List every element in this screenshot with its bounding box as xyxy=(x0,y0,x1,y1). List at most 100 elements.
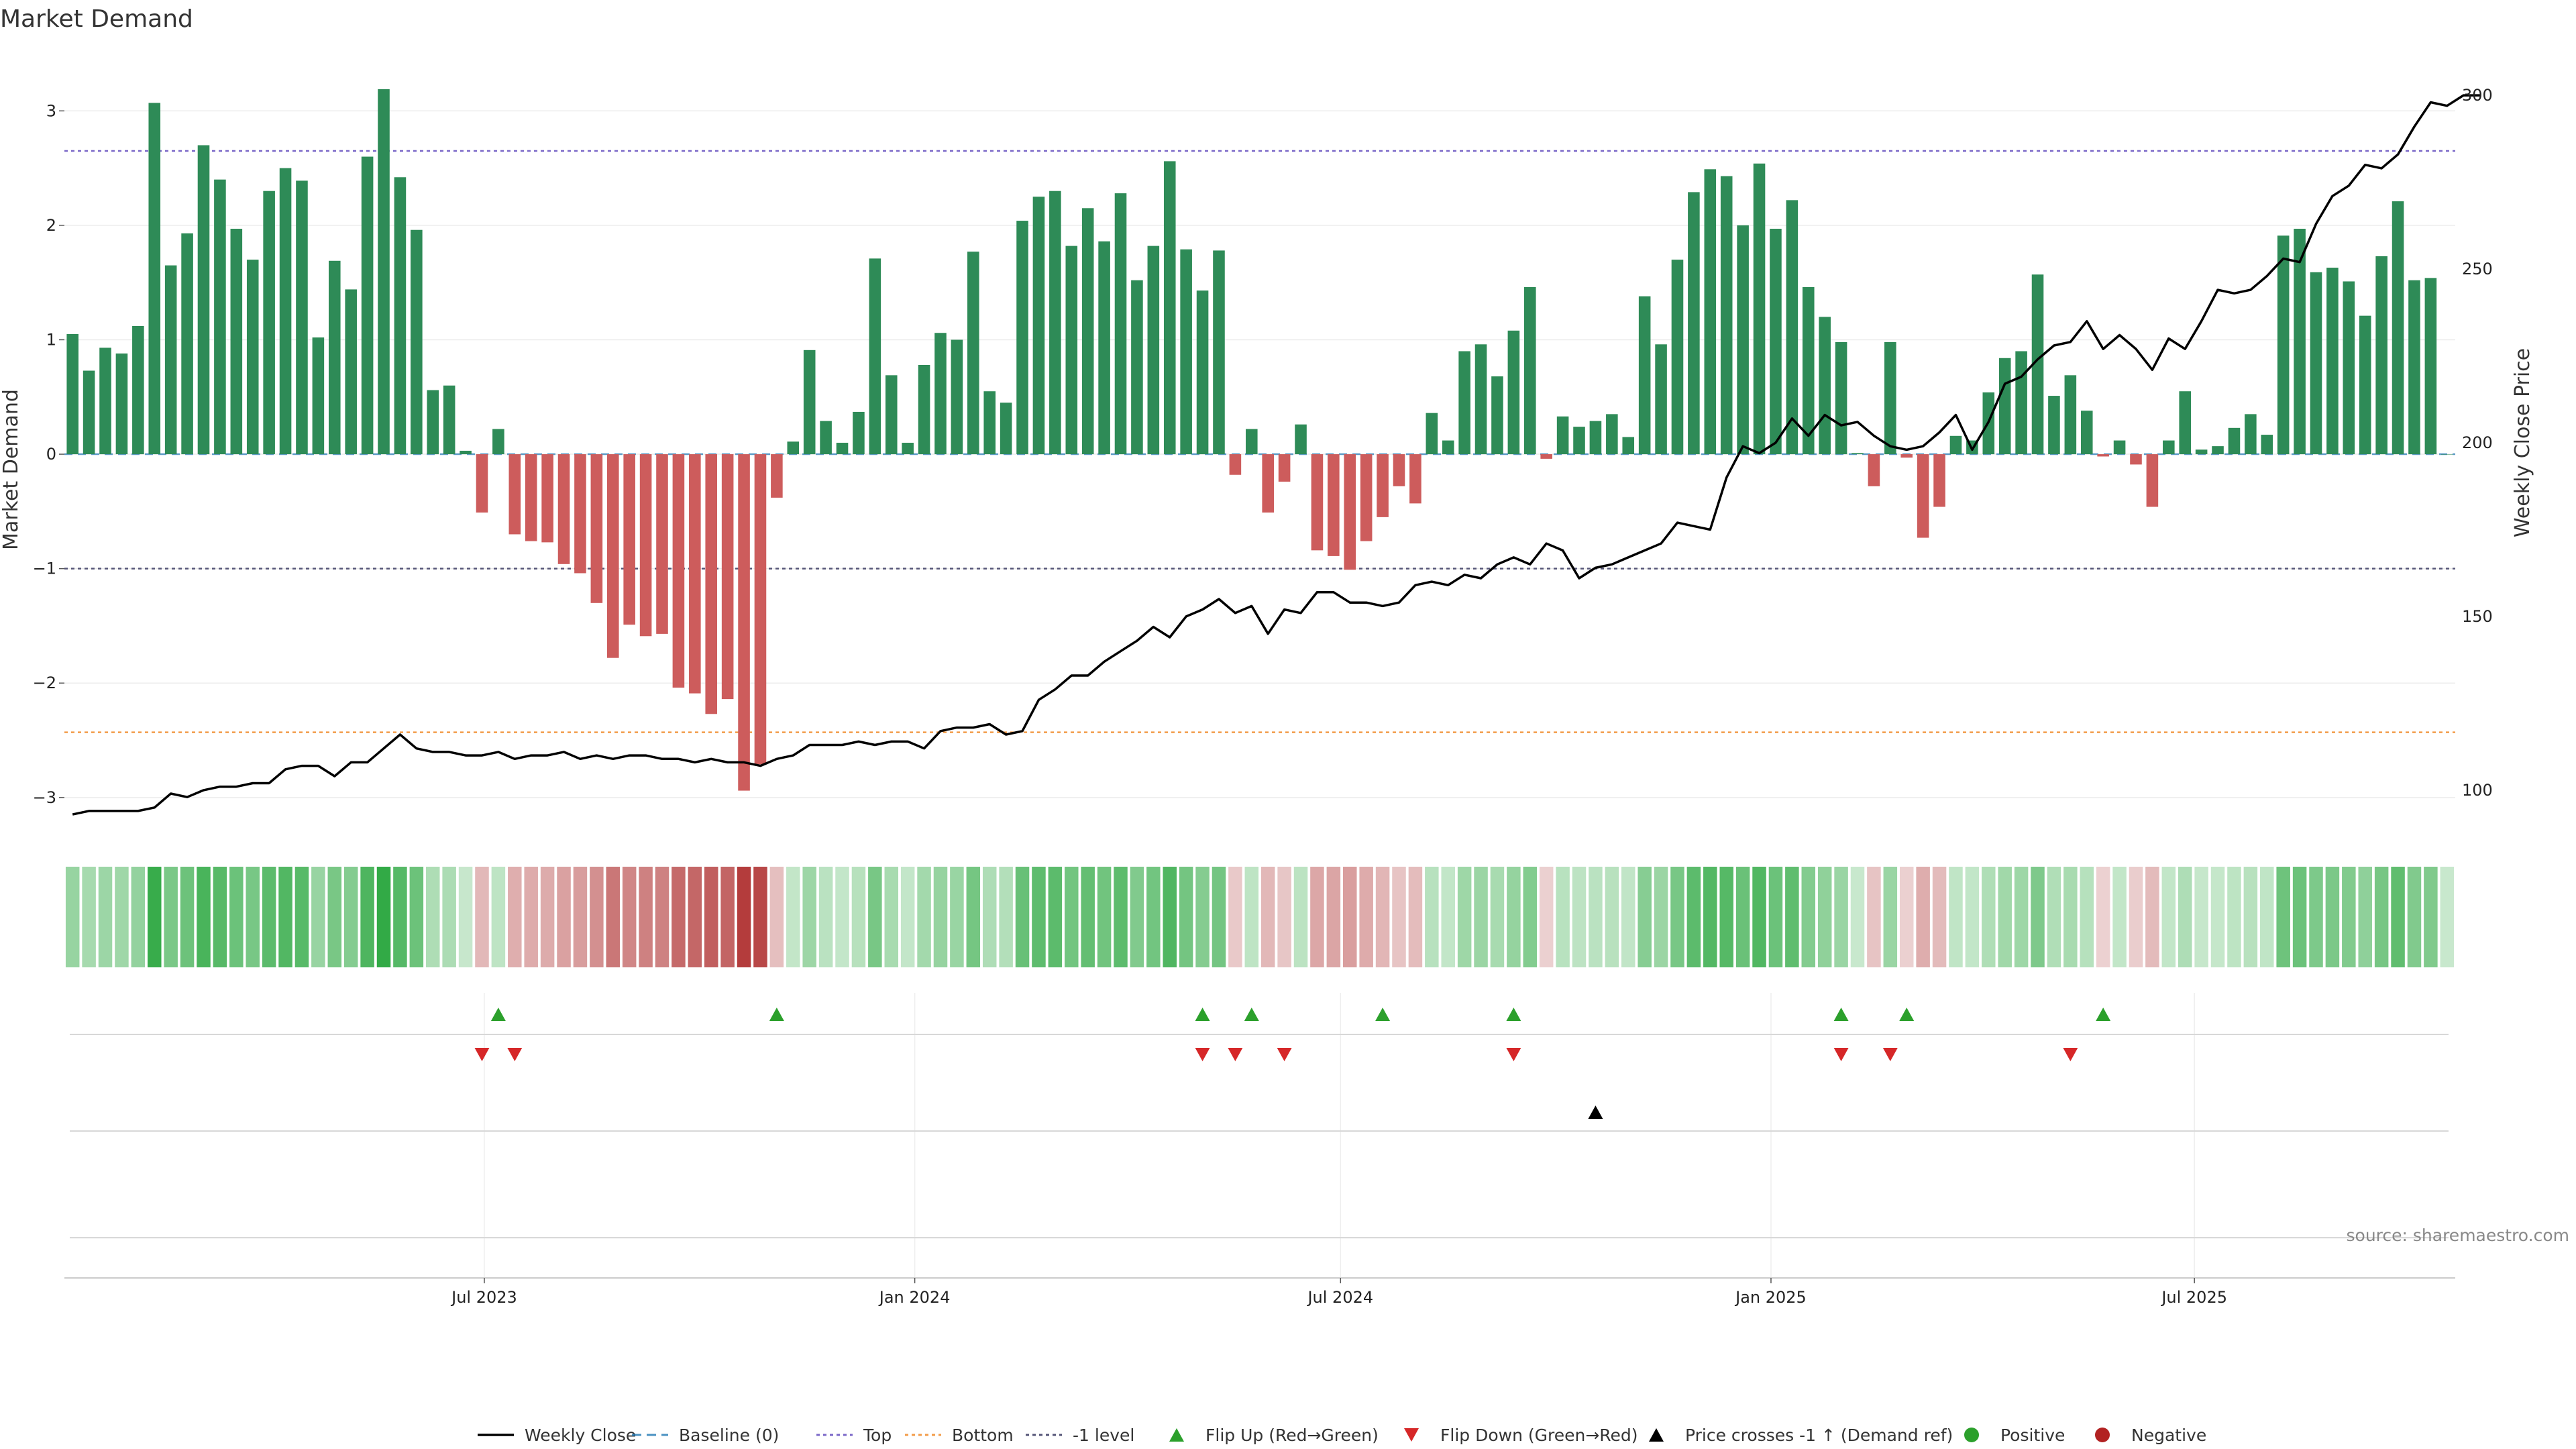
demand-bar xyxy=(606,454,619,658)
demand-bar xyxy=(1393,454,1405,486)
demand-bar xyxy=(1556,416,1569,455)
heat-cell xyxy=(1343,867,1357,967)
demand-bar xyxy=(1474,344,1487,455)
heat-cell xyxy=(1638,867,1652,967)
heat-cell xyxy=(2309,867,2323,967)
demand-bar xyxy=(378,89,390,455)
heat-cell xyxy=(1490,867,1505,967)
heat-cell xyxy=(1065,867,1079,967)
heat-cell xyxy=(720,867,735,967)
heat-cell xyxy=(1867,867,1881,967)
heat-cell xyxy=(1589,867,1603,967)
x-tick-label: Jul 2024 xyxy=(1306,1288,1373,1307)
demand-bar xyxy=(1819,317,1831,455)
demand-bar xyxy=(672,454,685,688)
demand-bar xyxy=(689,454,701,694)
demand-bar xyxy=(1638,296,1651,455)
demand-bar xyxy=(820,421,832,455)
price-cross-marker xyxy=(1588,1106,1603,1119)
demand-bar xyxy=(771,454,783,498)
heat-cell xyxy=(2391,867,2405,967)
demand-bar xyxy=(918,365,930,455)
heat-cell xyxy=(442,867,456,967)
heat-cell xyxy=(1556,867,1570,967)
demand-bar xyxy=(1900,454,1913,458)
demand-bar xyxy=(2064,375,2077,455)
heat-cell xyxy=(917,867,931,967)
demand-bar xyxy=(934,333,947,455)
demand-bar xyxy=(1507,330,1520,455)
demand-bar xyxy=(508,454,521,535)
demand-bar xyxy=(1081,208,1094,455)
demand-bar xyxy=(1606,414,1618,455)
demand-bar xyxy=(1589,421,1602,455)
heat-cell xyxy=(2407,867,2422,967)
flip-up-marker xyxy=(1195,1008,1210,1021)
demand-bar xyxy=(279,168,292,455)
heat-cell xyxy=(2063,867,2078,967)
demand-bar xyxy=(803,350,816,455)
heat-cell xyxy=(1686,867,1701,967)
heat-cell xyxy=(622,867,637,967)
legend-item: Top xyxy=(816,1426,892,1445)
heat-cell xyxy=(508,867,522,967)
legend-label: Positive xyxy=(2000,1426,2065,1445)
flip-up-marker xyxy=(1833,1008,1849,1021)
demand-bar xyxy=(1442,440,1454,455)
demand-bar xyxy=(2375,256,2387,455)
legend-label: Top xyxy=(863,1426,892,1445)
demand-bar xyxy=(2130,454,2142,465)
y-tick-label: −2 xyxy=(33,674,56,692)
demand-bar xyxy=(1229,454,1242,475)
demand-bar xyxy=(1540,454,1552,459)
heat-cell xyxy=(1801,867,1816,967)
demand-bar xyxy=(2310,272,2322,455)
legend-item: Flip Down (Green→Red) xyxy=(1404,1426,1638,1445)
legend-label: Baseline (0) xyxy=(679,1426,779,1445)
heat-cell xyxy=(2424,867,2438,967)
left-axis-ticks: −3 −2 −1 0 1 2 3 xyxy=(33,101,64,807)
legend-item: Flip Up (Red→Green) xyxy=(1169,1426,1379,1445)
heat-cell xyxy=(360,867,374,967)
demand-bar xyxy=(164,265,177,455)
heat-cell xyxy=(2210,867,2225,967)
heat-cell xyxy=(1949,867,1963,967)
demand-bar xyxy=(1246,429,1258,455)
flip-up-marker xyxy=(2096,1008,2111,1021)
demand-bar xyxy=(1704,169,1717,455)
demand-bar xyxy=(1262,454,1274,513)
heat-cell xyxy=(294,867,309,967)
demand-bar xyxy=(230,229,243,455)
demand-bar xyxy=(2048,396,2060,455)
legend-label: Price crosses -1 ↑ (Demand ref) xyxy=(1685,1426,1953,1445)
legend-item: Price crosses -1 ↑ (Demand ref) xyxy=(1649,1426,1953,1445)
demand-bar xyxy=(1360,454,1373,541)
heat-cell xyxy=(2292,867,2307,967)
heat-cell xyxy=(115,867,129,967)
demand-bar xyxy=(1655,344,1667,455)
legend-swatch-circle xyxy=(1964,1428,1979,1442)
demand-bar xyxy=(1213,250,1225,455)
heat-cell xyxy=(2325,867,2340,967)
demand-bar xyxy=(132,326,144,455)
y2-tick-label: 200 xyxy=(2462,433,2493,452)
y2-tick-label: 100 xyxy=(2462,781,2493,800)
demand-bar xyxy=(2228,427,2241,455)
demand-bar xyxy=(1000,402,1012,455)
legend-label: Weekly Close xyxy=(525,1426,636,1445)
demand-bar xyxy=(1622,437,1635,455)
demand-bar xyxy=(460,450,472,455)
heat-cell xyxy=(2031,867,2045,967)
demand-bar xyxy=(2015,351,2027,455)
flip-down-marker xyxy=(1228,1048,1243,1061)
demand-bar xyxy=(738,454,750,791)
grid-lines xyxy=(64,110,2455,1281)
demand-bar xyxy=(99,347,111,455)
heat-cell xyxy=(1228,867,1242,967)
demand-bar xyxy=(1328,454,1340,556)
demand-bar xyxy=(1295,424,1307,455)
heat-cell xyxy=(2342,867,2356,967)
heat-cell xyxy=(1408,867,1423,967)
flip-up-marker xyxy=(1506,1008,1521,1021)
legend-swatch-triangle-up xyxy=(1649,1428,1664,1442)
